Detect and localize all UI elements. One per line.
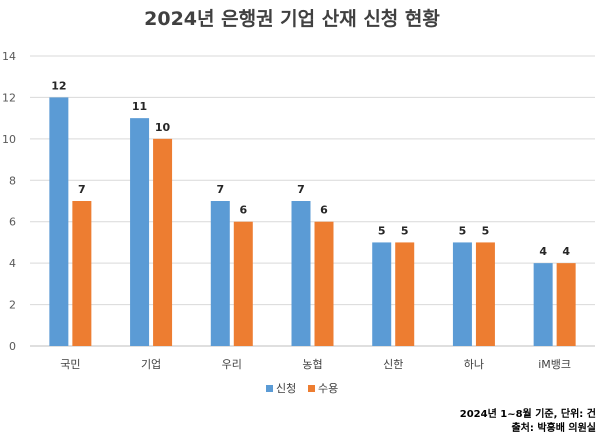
legend-label: 신청 (276, 382, 296, 395)
x-category-label: iM뱅크 (538, 358, 571, 371)
bar-신청-하나 (452, 242, 472, 346)
chart-title: 2024년 은행권 기업 산재 신청 현황 (144, 7, 440, 30)
data-label: 6 (320, 204, 328, 217)
x-axis: 국민 기업 우리 농협 신한 하나 iM뱅크 (60, 357, 571, 371)
x-category-label: 농협 (302, 358, 322, 371)
source-note: 출처: 박홍배 의원실 (511, 421, 596, 434)
bar-수용-농협 (314, 221, 334, 346)
bar-신청-신한 (372, 242, 392, 346)
y-tick-label: 10 (2, 133, 16, 146)
basis-note: 2024년 1~8월 기준, 단위: 건 (460, 407, 596, 420)
y-tick-label: 2 (9, 299, 16, 312)
bar-수용-국민 (72, 201, 92, 346)
x-category-label: 국민 (60, 358, 80, 371)
bar-신청-기업 (130, 118, 150, 347)
bars (49, 97, 576, 347)
data-label: 10 (155, 121, 171, 134)
gridlines (30, 55, 595, 347)
y-tick-label: 14 (2, 50, 16, 63)
y-axis: 0 2 4 6 8 10 12 14 (2, 50, 16, 353)
bar-수용-기업 (153, 138, 173, 346)
data-label: 5 (378, 224, 386, 237)
y-tick-label: 8 (9, 174, 16, 187)
data-label: 4 (562, 245, 570, 258)
bar-신청-국민 (49, 97, 69, 346)
data-label: 5 (482, 224, 490, 237)
data-label: 6 (239, 204, 247, 217)
x-category-label: 기업 (141, 358, 161, 371)
y-tick-label: 12 (2, 91, 16, 104)
legend-swatch-신청 (266, 385, 273, 392)
data-label: 7 (78, 183, 86, 196)
legend: 신청 수용 (266, 382, 338, 395)
data-label: 11 (132, 100, 147, 113)
bar-수용-우리 (233, 221, 253, 346)
bar-수용-신한 (395, 242, 415, 346)
x-category-label: 하나 (464, 357, 484, 371)
data-label: 12 (51, 79, 66, 92)
data-label: 5 (401, 224, 409, 237)
data-label: 5 (459, 224, 467, 237)
bar-신청-우리 (210, 201, 230, 346)
y-tick-label: 0 (9, 340, 16, 353)
legend-label: 수용 (318, 382, 338, 395)
bar-수용-iM뱅크 (556, 263, 576, 346)
data-label: 7 (216, 183, 224, 196)
x-category-label: 우리 (222, 358, 242, 371)
bar-신청-iM뱅크 (533, 263, 553, 346)
bar-수용-하나 (475, 242, 495, 346)
data-labels: 12 7 11 10 7 6 7 6 5 5 5 5 4 4 (51, 79, 570, 258)
bar-신청-농협 (291, 201, 311, 346)
data-label: 4 (539, 245, 547, 258)
data-label: 7 (297, 183, 305, 196)
y-tick-label: 6 (9, 216, 16, 229)
x-category-label: 신한 (383, 358, 403, 371)
y-tick-label: 4 (9, 257, 16, 270)
legend-swatch-수용 (308, 385, 315, 392)
